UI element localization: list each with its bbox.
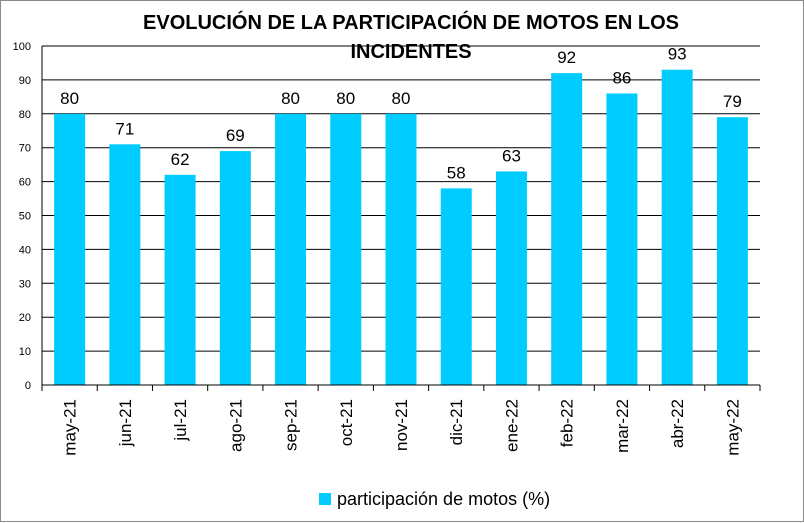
bar: [495, 171, 527, 385]
y-tick-label: 40: [19, 244, 31, 256]
bar: [164, 174, 196, 385]
y-tick-label: 70: [19, 143, 31, 155]
bar: [385, 113, 417, 386]
data-label: 80: [392, 89, 411, 108]
bar: [716, 117, 748, 385]
x-tick-label: may-22: [723, 399, 742, 456]
bar: [54, 113, 86, 386]
x-tick-label: dic-21: [447, 399, 466, 445]
y-tick-label: 10: [19, 346, 31, 358]
data-label: 80: [336, 89, 355, 108]
y-tick-label: 60: [19, 177, 31, 189]
data-label: 80: [281, 89, 300, 108]
x-tick-label: sep-21: [282, 399, 301, 451]
y-tick-label: 20: [19, 312, 31, 324]
data-label: 79: [723, 92, 742, 111]
y-tick-label: 100: [13, 41, 31, 53]
data-label: 69: [226, 126, 245, 145]
x-tick-label: may-21: [61, 399, 80, 456]
x-tick-label: jun-21: [116, 399, 135, 447]
bar: [661, 69, 693, 385]
bar: [330, 113, 362, 386]
data-label: 80: [60, 89, 79, 108]
x-tick-label: ene-22: [502, 399, 521, 452]
x-tick-label: jul-21: [171, 399, 190, 442]
bar: [109, 144, 141, 385]
data-label: 92: [557, 48, 576, 67]
bars: [54, 69, 748, 386]
x-tick-label: feb-22: [558, 399, 577, 447]
y-tick-label: 90: [19, 75, 31, 87]
bar: [219, 151, 251, 385]
y-tick-label: 80: [19, 109, 31, 121]
x-tick-label: abr-22: [668, 399, 687, 448]
y-tick-label: 50: [19, 211, 31, 223]
data-labels: 80 71 62 69 80 80 80 58 63 92 86 93 79: [60, 45, 742, 183]
bar: [606, 93, 638, 386]
bar: [440, 188, 472, 385]
x-tick-label: oct-21: [337, 399, 356, 446]
legend: participación de motos (%): [319, 487, 550, 511]
data-label: 86: [612, 68, 631, 87]
y-tick-label: 0: [25, 380, 31, 392]
gridlines: [42, 45, 760, 386]
bar: [275, 113, 307, 386]
legend-swatch: [319, 493, 331, 505]
data-label: 58: [447, 163, 466, 182]
x-tick-label: ago-21: [226, 399, 245, 452]
data-label: 93: [668, 45, 687, 64]
data-label: 71: [115, 119, 134, 138]
axes: [41, 46, 761, 391]
x-tick-label: nov-21: [392, 399, 411, 451]
data-label: 63: [502, 146, 521, 165]
y-tick-label: 30: [19, 278, 31, 290]
y-axis-ticks: 0 10 20 30 40 50 60 70 80 90 100: [13, 41, 31, 392]
x-axis-ticks: may-21 jun-21 jul-21 ago-21 sep-21 oct-21 nov-…: [61, 399, 743, 456]
x-tick-label: mar-22: [613, 399, 632, 453]
data-label: 62: [171, 150, 190, 169]
bar: [551, 73, 583, 386]
legend-label: participación de motos (%): [337, 488, 551, 509]
